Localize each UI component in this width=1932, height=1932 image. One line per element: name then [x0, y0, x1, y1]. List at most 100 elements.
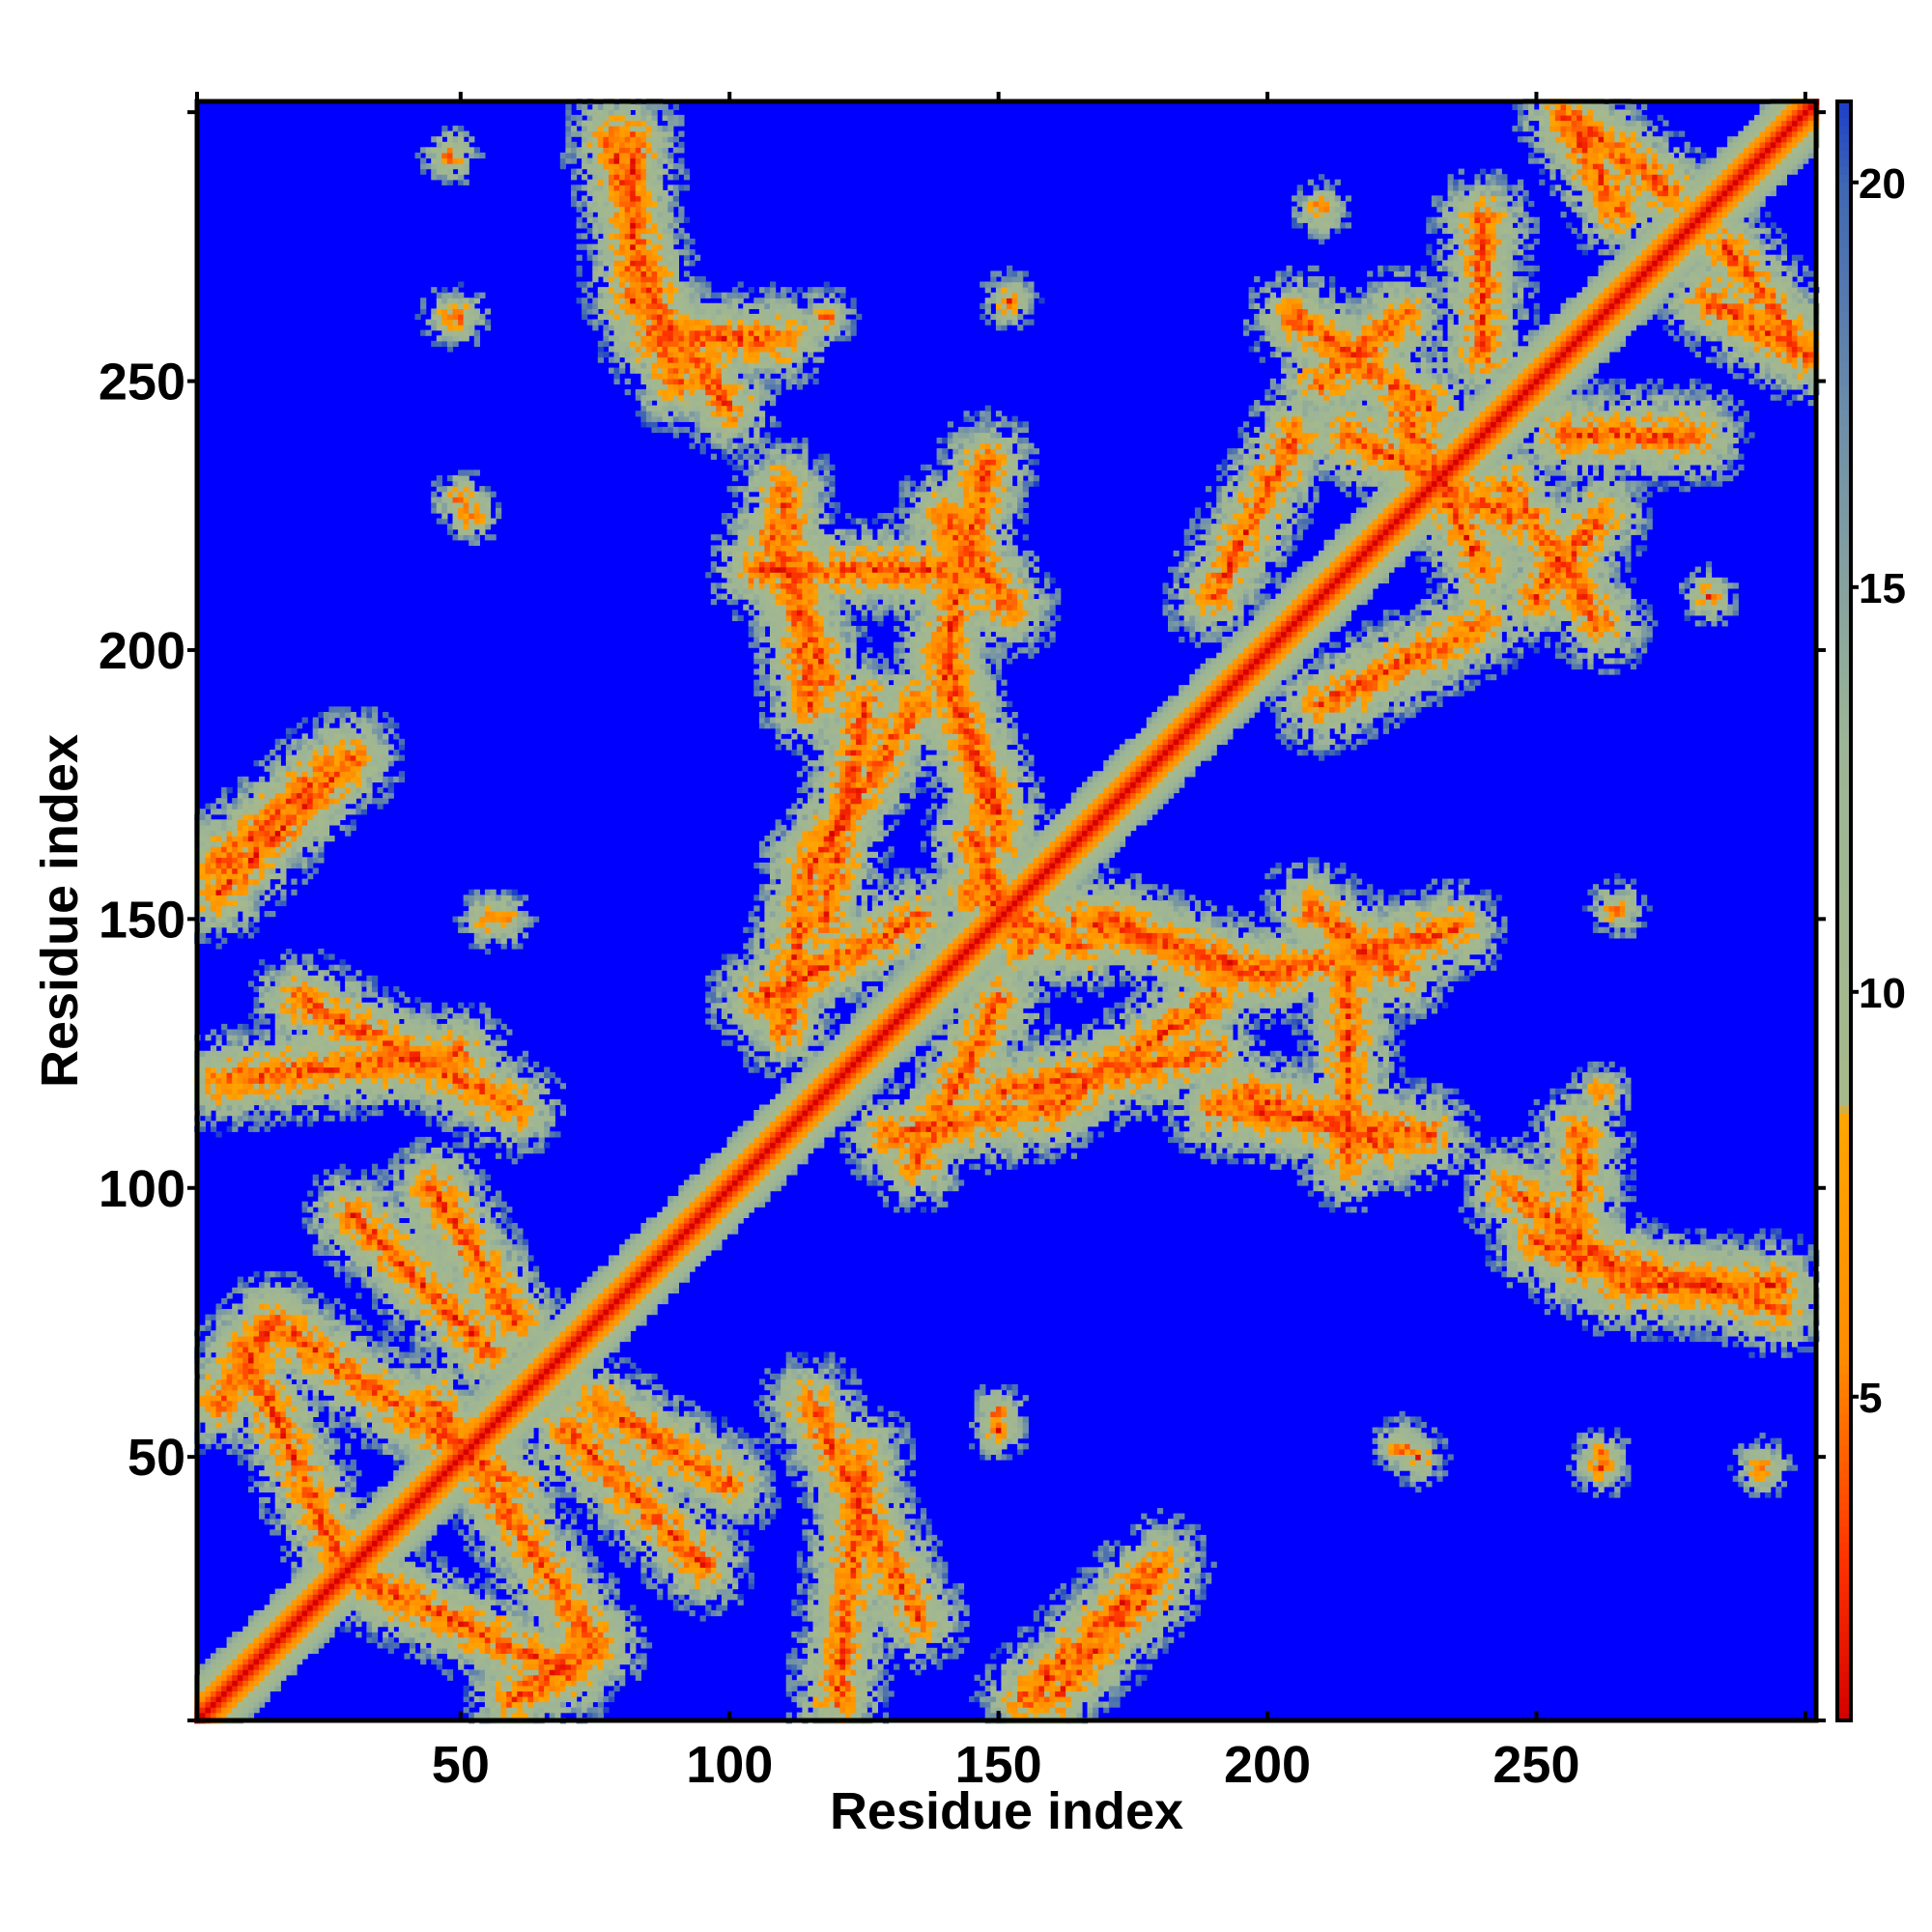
heatmap-cell — [898, 1594, 905, 1601]
heatmap-cell — [297, 1508, 303, 1515]
heatmap-cell — [850, 1486, 857, 1492]
heatmap-cell — [301, 1492, 308, 1498]
heatmap-cell — [1776, 1492, 1782, 1498]
heatmap-cell — [533, 1669, 540, 1676]
heatmap-cell — [527, 1481, 534, 1488]
heatmap-cell — [839, 1653, 846, 1660]
heatmap-cell — [1135, 1605, 1142, 1611]
heatmap-cell — [957, 1599, 965, 1605]
heatmap-cell — [259, 1669, 266, 1676]
heatmap-cell — [297, 1626, 303, 1633]
heatmap-cell — [586, 1513, 593, 1520]
heatmap-cell — [651, 1546, 658, 1552]
heatmap-cell — [463, 1475, 469, 1482]
heatmap-cell — [1168, 1572, 1175, 1579]
heatmap-cell — [867, 1496, 873, 1504]
heatmap-cell — [517, 1632, 524, 1638]
heatmap-cell — [845, 1583, 852, 1590]
heatmap-cell — [834, 1594, 840, 1601]
heatmap-cell — [237, 1642, 243, 1649]
heatmap-cell — [339, 1594, 346, 1601]
heatmap-cell — [586, 1701, 593, 1708]
heatmap-cell — [527, 1594, 534, 1601]
heatmap-cell — [823, 1642, 830, 1649]
heatmap-cell — [323, 1513, 330, 1520]
heatmap-cell — [683, 1561, 691, 1568]
heatmap-cell — [355, 1583, 362, 1590]
heatmap-cell — [603, 1496, 610, 1504]
heatmap-cell — [334, 1529, 341, 1536]
heatmap-cell — [549, 1626, 555, 1633]
heatmap-cell — [571, 1546, 578, 1552]
heatmap-cell — [205, 1659, 212, 1665]
heatmap-cell — [323, 1588, 330, 1595]
heatmap-cell — [527, 1632, 534, 1638]
heatmap-cell — [1108, 1577, 1115, 1584]
heatmap-cell — [301, 1496, 308, 1504]
heatmap-cell — [237, 1680, 243, 1687]
heatmap-cell — [1108, 1701, 1115, 1708]
heatmap-cell — [576, 1550, 582, 1557]
heatmap-cell — [307, 1588, 314, 1595]
heatmap-cell — [1082, 1577, 1089, 1584]
heatmap-cell — [409, 1513, 416, 1520]
heatmap-cell — [297, 1632, 303, 1638]
heatmap-cell — [645, 1470, 653, 1477]
heatmap-cell — [387, 1577, 394, 1584]
heatmap-cell — [920, 1550, 927, 1557]
heatmap-cell — [823, 1605, 830, 1611]
heatmap-cell — [640, 1561, 647, 1568]
heatmap-cell — [414, 1609, 421, 1617]
heatmap-cell — [1200, 1550, 1207, 1557]
heatmap-cell — [280, 1492, 287, 1498]
heatmap-cell — [479, 1470, 486, 1477]
heatmap-cell — [1055, 1632, 1062, 1638]
heatmap-cell — [586, 1492, 593, 1498]
heatmap-cell — [705, 1502, 712, 1509]
heatmap-cell — [458, 1486, 465, 1492]
heatmap-cell — [479, 1519, 486, 1525]
heatmap-cell — [425, 1492, 432, 1498]
heatmap-cell — [312, 1567, 319, 1574]
heatmap-cell — [285, 1647, 293, 1654]
heatmap-cell — [1097, 1615, 1104, 1622]
heatmap-cell — [544, 1647, 551, 1654]
heatmap-cell — [823, 1609, 830, 1617]
heatmap-cell — [963, 1636, 970, 1643]
heatmap-cell — [1060, 1583, 1066, 1590]
heatmap-cell — [877, 1577, 884, 1584]
heatmap-cell — [297, 1572, 303, 1579]
heatmap-cell — [398, 1615, 405, 1622]
heatmap-cell — [1119, 1588, 1126, 1595]
heatmap-cell — [1179, 1546, 1185, 1552]
heatmap-cell — [748, 1492, 754, 1498]
heatmap-cell — [312, 1481, 319, 1488]
heatmap-cell — [301, 1594, 308, 1601]
heatmap-cell — [834, 1647, 840, 1654]
heatmap-cell — [726, 1594, 733, 1601]
heatmap-cell — [571, 1621, 578, 1628]
heatmap-cell — [565, 1550, 572, 1557]
heatmap-cell — [856, 1609, 863, 1617]
heatmap-cell — [662, 1577, 668, 1584]
heatmap-cell — [554, 1605, 561, 1611]
heatmap-cell — [420, 1653, 427, 1660]
heatmap-cell — [1151, 1567, 1158, 1574]
heatmap-cell — [1598, 1486, 1605, 1492]
heatmap-cell — [436, 1636, 442, 1643]
heatmap-cell — [597, 1659, 604, 1665]
heatmap-cell — [823, 1550, 830, 1557]
heatmap-cell — [571, 1653, 578, 1660]
heatmap-cell — [339, 1492, 346, 1498]
heatmap-cell — [737, 1556, 744, 1563]
heatmap-cell — [796, 1680, 803, 1687]
heatmap-cell — [544, 1556, 551, 1563]
heatmap-cell — [726, 1502, 733, 1509]
heatmap-cell — [264, 1519, 270, 1525]
heatmap-cell — [538, 1523, 545, 1530]
heatmap-cell — [657, 1540, 664, 1547]
heatmap-cell — [312, 1572, 319, 1579]
heatmap-cell — [565, 1663, 572, 1670]
heatmap-cell — [1130, 1626, 1137, 1633]
heatmap-cell — [586, 1583, 593, 1590]
